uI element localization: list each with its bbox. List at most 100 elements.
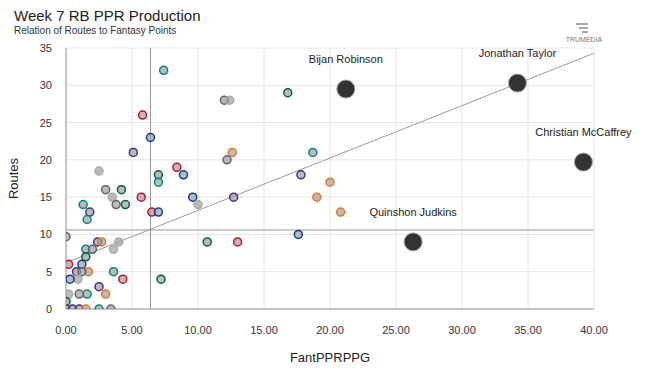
y-tick-label: 25	[40, 117, 52, 129]
point	[102, 186, 110, 194]
point	[88, 245, 96, 253]
point	[313, 193, 321, 201]
point	[157, 275, 165, 283]
point	[110, 268, 118, 276]
x-tick-label: 40.00	[580, 324, 608, 336]
y-tick-label: 30	[40, 79, 52, 91]
y-tick-label: 5	[46, 266, 52, 278]
point	[160, 66, 168, 74]
point	[117, 186, 125, 194]
x-grid	[66, 48, 67, 309]
point-label: Jonathan Taylor	[479, 47, 557, 59]
point	[189, 193, 197, 201]
point	[102, 290, 110, 298]
point	[98, 238, 106, 246]
x-tick-label: 0.00	[55, 324, 76, 336]
player-point	[337, 80, 355, 98]
plot-area	[66, 48, 594, 309]
x-tick-label: 25.00	[382, 324, 410, 336]
x-tick-label: 35.00	[514, 324, 542, 336]
player-point	[574, 153, 592, 171]
point	[297, 171, 305, 179]
point-label: Bijan Robinson	[309, 53, 383, 65]
point	[83, 216, 91, 224]
point	[154, 178, 162, 186]
logo-line	[582, 31, 588, 33]
title: Week 7 RB PPR Production	[14, 7, 200, 24]
point	[95, 283, 103, 291]
point	[110, 245, 118, 253]
point	[326, 178, 334, 186]
point	[66, 260, 73, 268]
point	[228, 148, 236, 156]
x-tick-label: 20.00	[316, 324, 344, 336]
point	[337, 208, 345, 216]
player-point	[404, 233, 422, 251]
point	[78, 268, 86, 276]
y-axis	[66, 48, 67, 309]
y-tick-label: 10	[40, 228, 52, 240]
logo-line	[576, 23, 588, 25]
logo-line	[579, 27, 588, 29]
point	[112, 201, 120, 209]
x-grid	[132, 48, 133, 309]
point	[137, 193, 145, 201]
source: TRUMEDIA	[566, 36, 603, 43]
point	[119, 275, 127, 283]
x-tick-label: 10.00	[184, 324, 212, 336]
point	[284, 89, 292, 97]
x-axis	[66, 309, 594, 310]
point	[179, 171, 187, 179]
point	[115, 238, 123, 246]
x-grid	[396, 48, 397, 309]
point	[294, 230, 302, 238]
y-grid	[66, 309, 594, 310]
point	[146, 133, 154, 141]
player-point	[508, 74, 526, 92]
point	[95, 167, 103, 175]
x-grid	[462, 48, 463, 309]
point	[121, 201, 129, 209]
point	[173, 163, 181, 171]
point	[223, 156, 231, 164]
point	[154, 208, 162, 216]
point	[66, 233, 70, 241]
point	[194, 201, 202, 209]
x-grid	[264, 48, 265, 309]
point-label: Quinshon Judkins	[369, 206, 457, 218]
x-grid	[198, 48, 199, 309]
mean-y-line	[66, 229, 594, 230]
point	[234, 238, 242, 246]
point	[82, 253, 90, 261]
point	[309, 148, 317, 156]
x-grid	[528, 48, 529, 309]
point	[82, 305, 90, 309]
point	[66, 275, 74, 283]
point	[83, 290, 91, 298]
point-label: Christian McCaffrey	[535, 126, 632, 138]
point	[203, 238, 211, 246]
x-tick-label: 15.00	[250, 324, 278, 336]
point	[75, 290, 83, 298]
point	[79, 201, 87, 209]
y-tick-label: 15	[40, 191, 52, 203]
y-axis-label: Routes	[6, 157, 21, 199]
point	[129, 148, 137, 156]
point	[230, 193, 238, 201]
trend-line	[66, 53, 594, 263]
y-tick-label: 0	[46, 303, 52, 315]
x-grid	[594, 48, 595, 309]
chart-svg: Week 7 RB PPR ProductionRelation of Rout…	[0, 0, 656, 372]
mean-x-line	[150, 48, 151, 309]
point	[74, 275, 82, 283]
point	[95, 305, 103, 309]
point	[139, 111, 147, 119]
point	[108, 193, 116, 201]
point	[107, 305, 115, 309]
y-tick-label: 20	[40, 154, 52, 166]
subtitle: Relation of Routes to Fantasy Points	[14, 25, 176, 36]
x-tick-label: 5.00	[121, 324, 142, 336]
logo: TRUMEDIA	[566, 24, 603, 43]
x-axis-label: FantPPRPPG	[290, 350, 370, 365]
x-tick-label: 30.00	[448, 324, 476, 336]
